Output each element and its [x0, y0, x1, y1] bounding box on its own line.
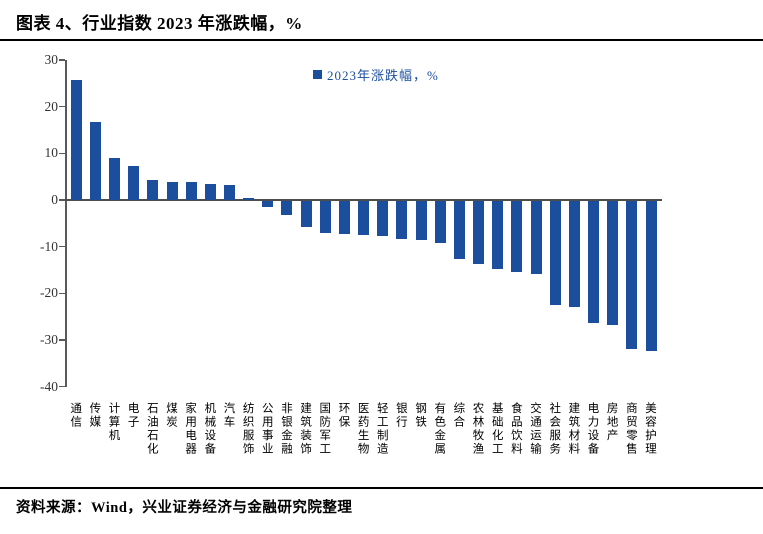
x-axis-label: 综合: [452, 402, 465, 429]
bar: [626, 200, 638, 349]
y-axis-tick-label: 0: [51, 192, 58, 207]
y-axis-tick-mark: [59, 105, 65, 108]
x-axis-label: 石油石化: [145, 402, 158, 456]
bar: [453, 200, 465, 260]
bar: [492, 200, 504, 270]
x-axis-label: 美容护理: [644, 402, 656, 456]
bar: [396, 200, 408, 239]
x-axis-label: 轻工制造: [375, 402, 388, 456]
bar: [89, 121, 101, 200]
y-axis-tick-label: -40: [40, 378, 58, 394]
x-axis-label: 有色金属: [433, 402, 446, 456]
title-divider-line: [0, 39, 763, 41]
x-axis-label: 医药生物: [356, 402, 369, 456]
legend-swatch-icon: [313, 70, 322, 79]
bar: [204, 184, 216, 200]
bar: [128, 166, 140, 200]
y-axis-tick-label: -20: [40, 285, 58, 301]
x-axis-label: 食品饮料: [509, 402, 522, 456]
bar: [434, 200, 446, 243]
x-axis-label: 汽车: [222, 402, 235, 429]
x-axis-label: 国防军工: [318, 402, 331, 456]
bar: [511, 200, 523, 272]
bar: [607, 200, 619, 325]
y-axis-tick-mark: [59, 245, 65, 248]
bar: [70, 79, 82, 200]
y-axis-tick-mark: [59, 339, 65, 341]
y-axis-tick-mark: [59, 292, 65, 295]
bar: [185, 181, 197, 200]
bar: [358, 200, 370, 236]
bar: [377, 200, 389, 236]
x-axis-label: 建筑材料: [567, 402, 580, 456]
x-axis-label: 纺织服饰: [241, 402, 254, 456]
bar: [319, 200, 331, 234]
bar: [166, 181, 178, 200]
bar: [147, 179, 159, 200]
y-axis-tick-mark: [59, 59, 65, 61]
y-axis-tick-label: -10: [40, 238, 58, 254]
x-axis-label: 煤炭: [165, 402, 177, 429]
bar: [281, 200, 293, 216]
legend-label: 2023年涨跌幅，%: [327, 68, 439, 83]
x-axis-label: 家用电器: [184, 402, 197, 456]
bar: [415, 200, 427, 240]
x-axis-label: 环保: [337, 402, 350, 429]
bar: [243, 197, 255, 200]
x-axis-label: 银行: [394, 402, 407, 429]
x-axis-label: 钢铁: [414, 402, 427, 429]
x-axis-label: 传媒: [88, 402, 101, 429]
x-axis-label: 电子: [126, 402, 139, 429]
x-axis-label: 通信: [69, 402, 82, 429]
bar: [262, 200, 274, 208]
bar: [530, 200, 542, 275]
x-axis-label: 电力设备: [586, 402, 599, 456]
bar: [645, 200, 657, 352]
y-axis-tick-mark: [59, 152, 65, 155]
y-axis-line: [65, 60, 67, 387]
footer-divider-line: [0, 487, 763, 489]
x-axis-label: 商贸零售: [624, 402, 637, 456]
y-axis-tick-mark: [59, 385, 65, 388]
bar: [223, 184, 235, 200]
bar: [109, 158, 121, 200]
x-axis-label: 房地产: [605, 402, 618, 443]
x-axis-label: 建筑装饰: [299, 402, 312, 456]
x-axis-zero-line: [65, 199, 662, 201]
x-axis-label: 公用事业: [260, 402, 273, 456]
bar: [338, 200, 350, 234]
bar: [568, 200, 580, 308]
y-axis-tick-mark: [59, 199, 65, 201]
x-axis-label: 机械设备: [203, 402, 216, 456]
x-axis-label: 计算机: [107, 402, 120, 443]
bar: [549, 200, 561, 305]
x-axis-label: 交通运输: [529, 402, 542, 456]
y-axis-tick-label: 30: [44, 52, 59, 67]
data-source-note: 资料来源：Wind，兴业证券经济与金融研究院整理: [16, 500, 353, 516]
bar: [473, 200, 485, 265]
y-axis-tick-label: 20: [44, 98, 59, 114]
x-axis-label: 农林牧渔: [471, 402, 484, 456]
x-axis-label: 基础化工: [490, 402, 503, 456]
y-axis-tick-label: 10: [44, 145, 59, 161]
x-axis-label: 社会服务: [548, 402, 561, 456]
bar: [300, 200, 312, 227]
y-axis-tick-label: -30: [40, 332, 58, 347]
chart-title: 图表 4、行业指数 2023 年涨跌幅，%: [16, 14, 303, 33]
bar: [588, 200, 600, 324]
x-axis-label: 非银金融: [279, 402, 292, 456]
chart-legend: 2023年涨跌幅，%: [313, 65, 439, 84]
